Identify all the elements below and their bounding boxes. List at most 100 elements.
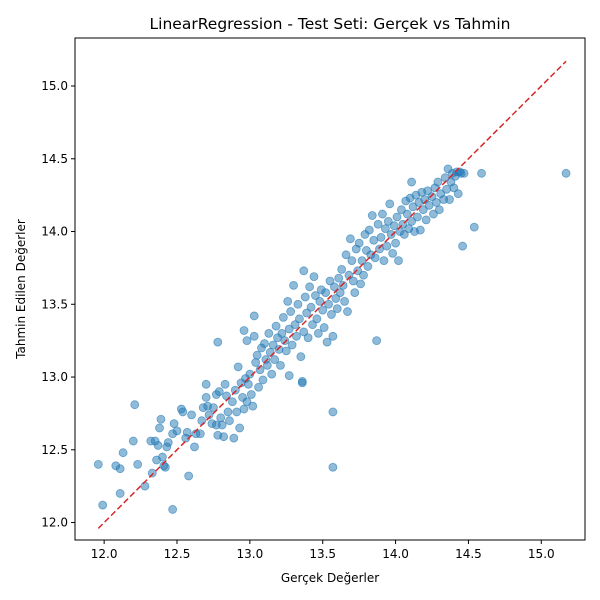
data-point	[249, 311, 259, 321]
data-point	[345, 234, 355, 244]
data-point	[229, 433, 239, 443]
y-tick-label: 13.5	[41, 297, 68, 311]
data-point	[220, 379, 230, 389]
y-axis-label: Tahmin Edilen Değerler	[14, 219, 28, 360]
data-point	[230, 385, 240, 395]
data-point	[147, 468, 157, 478]
data-point	[364, 225, 374, 235]
data-point	[225, 416, 234, 426]
data-point	[300, 292, 310, 302]
data-point	[281, 346, 291, 356]
x-tick-label: 12.5	[164, 547, 191, 561]
chart-title: LinearRegression - Test Seti: Gerçek vs …	[150, 15, 511, 33]
x-tick-label: 13.0	[236, 547, 263, 561]
x-axis-ticks: 12.0 12.5 13.0 13.5 14.0 14.5 15.0	[91, 540, 555, 561]
data-point	[214, 387, 224, 396]
data-point	[160, 462, 170, 472]
data-point	[394, 256, 403, 266]
data-point	[280, 336, 290, 346]
data-point	[348, 276, 358, 286]
data-point	[255, 365, 265, 375]
data-point	[296, 352, 306, 362]
data-point	[427, 192, 437, 202]
data-point	[356, 279, 366, 289]
data-point	[407, 216, 417, 226]
data-point	[262, 360, 272, 370]
y-tick-label: 12.5	[41, 443, 68, 457]
data-point	[350, 288, 360, 298]
data-point	[299, 327, 309, 337]
data-point	[201, 379, 211, 389]
data-point	[337, 264, 347, 274]
data-point	[388, 248, 398, 258]
data-point	[306, 302, 316, 312]
data-point	[284, 324, 294, 334]
data-point	[424, 200, 434, 210]
data-point	[178, 407, 188, 417]
data-point	[270, 355, 280, 364]
data-point	[128, 436, 138, 446]
data-point	[434, 205, 444, 215]
data-point	[233, 362, 243, 372]
data-point	[277, 328, 287, 338]
y-tick-label: 15.0	[41, 79, 68, 93]
data-point	[140, 481, 150, 491]
data-point	[242, 397, 252, 407]
data-point	[249, 331, 259, 341]
data-point	[187, 410, 196, 420]
data-point	[319, 323, 329, 332]
data-point	[325, 276, 335, 286]
data-point	[271, 321, 281, 331]
data-point	[98, 500, 108, 510]
data-point	[235, 423, 245, 433]
data-point	[332, 304, 342, 314]
data-point	[449, 183, 459, 193]
reference-line	[97, 60, 567, 529]
data-point	[115, 464, 125, 474]
data-point	[252, 350, 262, 360]
data-point	[344, 270, 354, 280]
data-point	[415, 225, 425, 235]
data-point	[399, 230, 409, 239]
data-point	[190, 442, 199, 452]
data-point	[433, 177, 443, 187]
data-point	[239, 326, 249, 335]
data-point	[276, 360, 285, 370]
data-point	[294, 314, 304, 324]
data-point	[429, 209, 438, 219]
data-point	[302, 308, 312, 318]
y-tick-label: 14.0	[41, 225, 68, 239]
data-point	[359, 270, 368, 280]
data-point	[284, 371, 294, 380]
data-point	[209, 403, 218, 412]
x-tick-label: 14.0	[382, 547, 409, 561]
data-point	[115, 489, 125, 498]
data-point	[331, 294, 341, 303]
data-point	[278, 312, 288, 322]
data-point	[421, 215, 431, 225]
data-point	[169, 419, 179, 428]
data-point	[445, 195, 454, 204]
data-point	[329, 282, 339, 292]
data-point	[130, 400, 140, 410]
data-point	[373, 219, 383, 229]
data-point	[264, 328, 274, 338]
data-point	[204, 410, 214, 420]
y-tick-label: 12.0	[41, 516, 68, 530]
data-point	[402, 209, 412, 219]
data-point	[303, 333, 313, 343]
data-point	[369, 235, 379, 245]
data-point	[391, 238, 400, 248]
data-point	[324, 299, 333, 309]
data-point	[328, 462, 338, 472]
data-point	[408, 202, 418, 212]
data-point	[153, 441, 163, 450]
data-point	[265, 347, 275, 357]
data-point	[293, 299, 303, 309]
data-point	[309, 272, 319, 282]
data-point	[254, 382, 264, 392]
data-point	[245, 369, 255, 379]
data-point	[340, 296, 349, 306]
data-point	[561, 168, 571, 178]
